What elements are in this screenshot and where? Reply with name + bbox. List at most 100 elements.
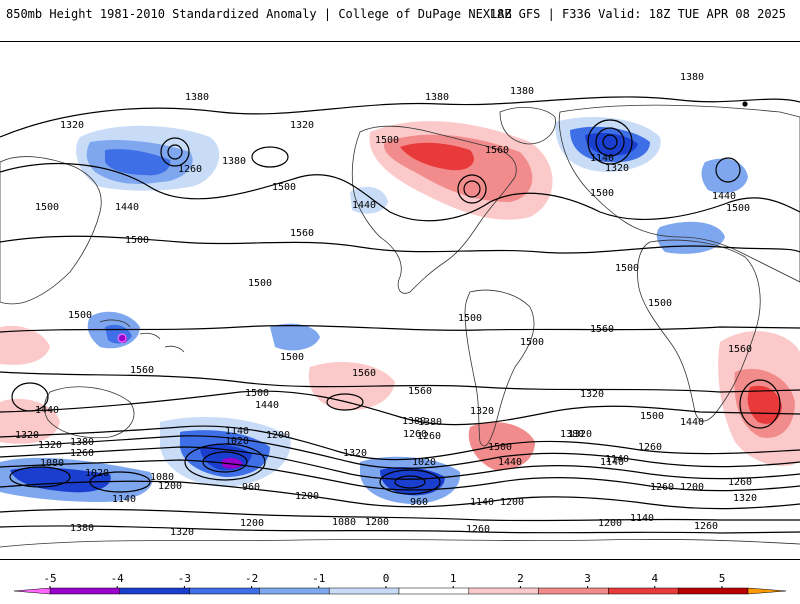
contour-label: 1200	[598, 518, 622, 529]
contour-label: 1500	[68, 310, 92, 321]
contour-label: 1200	[680, 482, 704, 493]
contour-label: 1560	[290, 228, 314, 239]
positive-anomaly-west	[0, 325, 50, 365]
colorbar-segment	[398, 587, 470, 595]
contour-label: 1440	[352, 200, 376, 211]
contour-label: 1500	[35, 202, 59, 213]
contour-label: 1440	[115, 202, 139, 213]
contour-label: 1440	[712, 191, 736, 202]
colorbar-tick-label: 0	[383, 572, 390, 585]
colorbar-tick-label: -2	[245, 572, 258, 585]
indonesia-islands	[99, 319, 185, 353]
contour-label: 1320	[568, 429, 592, 440]
contour-label: 1260	[417, 431, 441, 442]
contour-label: 1320	[580, 389, 604, 400]
colorbar-tick-label: -5	[43, 572, 56, 585]
contour-label: 1320	[60, 120, 84, 131]
contour-label: 1260	[70, 448, 94, 459]
colorbar-segment	[189, 587, 260, 595]
contour-label: 1080	[332, 517, 356, 528]
negative-anomaly-pacific-small	[350, 186, 388, 214]
contour-label: 1500	[648, 298, 672, 309]
contour-label: 1500	[375, 135, 399, 146]
contour-label: 1320	[290, 120, 314, 131]
colorbar-tick-label: 2	[517, 572, 524, 585]
colorbar-segment	[328, 587, 400, 595]
contour-label: 1320	[15, 430, 39, 441]
colorbar-tick-label: -4	[111, 572, 125, 585]
contour-label: 1560	[408, 386, 432, 397]
colorbar-tick-label: 3	[584, 572, 591, 585]
colorbar-tick-label: -1	[312, 572, 325, 585]
contour-label: 1500	[726, 203, 750, 214]
contour-label: 1500	[280, 352, 304, 363]
contour-label: 1500	[520, 337, 544, 348]
contour-label: 1440	[498, 457, 522, 468]
contour-label: 1500	[458, 313, 482, 324]
positive-anomaly-south-africa-deep	[747, 385, 782, 424]
contour-label: 1380	[185, 92, 209, 103]
contour-label: 1260	[694, 521, 718, 532]
run-info: 18Z GFS | F336 Valid: 18Z TUE APR 08 202…	[489, 7, 786, 21]
eurasia-coast	[558, 104, 800, 283]
contour-label: 1200	[240, 518, 264, 529]
contour-label: 1500	[488, 442, 512, 453]
contour-labels: 1380 1380 1380 1320 1320 1260 1380 1500 …	[15, 72, 757, 538]
colorbar-legend: -5 -4 -3 -2 -1 0 1 2 3 4 5	[0, 568, 800, 600]
contour-label: 1140	[630, 513, 654, 524]
colorbar-segment	[49, 587, 121, 595]
map-title: 850mb Height 1981-2010 Standardized Anom…	[6, 7, 512, 21]
contour-label: 1140	[225, 426, 249, 437]
contour-label: 1560	[130, 365, 154, 376]
contour-label: 1320	[170, 527, 194, 538]
contour-label: 1200	[266, 430, 290, 441]
contour-label: 1140	[112, 494, 136, 505]
colorbar-segment	[538, 587, 609, 595]
contour-label: 1200	[365, 517, 389, 528]
contour-label: 1020	[412, 457, 436, 468]
contour-label: 1380	[425, 92, 449, 103]
contour-label: 1200	[295, 491, 319, 502]
contour-label: 1140	[590, 153, 614, 164]
contour-label: 1560	[485, 145, 509, 156]
anomaly-map[interactable]: 1380 1380 1380 1320 1320 1260 1380 1500 …	[0, 42, 800, 559]
negative-anomaly-southern-ocean-2-core	[380, 467, 445, 496]
contour-label: 1380	[70, 523, 94, 534]
negative-anomaly-south-pacific-small	[270, 323, 320, 351]
contour-label: 1320	[343, 448, 367, 459]
contour-label: 1500	[248, 278, 272, 289]
contour-label: 1260	[178, 164, 202, 175]
contour-label: 1560	[352, 368, 376, 379]
map-panel[interactable]: 1380 1380 1380 1320 1320 1260 1380 1500 …	[0, 41, 800, 560]
contour-label: 1440	[680, 417, 704, 428]
contour-label: 1020	[85, 468, 109, 479]
contour-label: 960	[410, 497, 428, 508]
contour-label: 1500	[245, 388, 269, 399]
colorbar-tick-label: 4	[651, 572, 658, 585]
africa-coast	[637, 239, 761, 422]
colorbar-left-arrow	[13, 587, 51, 595]
colorbar-tick-label: 1	[450, 572, 457, 585]
contour-label: 1260	[466, 524, 490, 535]
colorbar-svg: -5 -4 -3 -2 -1 0 1 2 3 4 5	[13, 572, 787, 595]
south-america-coast	[464, 289, 535, 447]
contour-label: 1380	[418, 417, 442, 428]
colorbar-tick-label: -3	[178, 572, 191, 585]
contour-label: 960	[242, 482, 260, 493]
contour-label: 1380	[680, 72, 704, 83]
contour-label: 1380	[510, 86, 534, 97]
colorbar-segment	[608, 587, 679, 595]
negative-anomaly-europe	[701, 158, 748, 194]
anomaly-shading	[0, 117, 800, 504]
contour-label: 1380	[402, 416, 426, 427]
height-contours	[0, 96, 800, 534]
negative-anomaly-southern-ocean-3-core	[10, 467, 111, 493]
antarctica-coast	[0, 539, 800, 548]
contour-label: 1140	[600, 457, 624, 468]
contour-label: 1440	[35, 405, 59, 416]
contour-label: 1380	[222, 156, 246, 167]
contour-label: 1200	[158, 481, 182, 492]
contour-label: 1380	[70, 437, 94, 448]
contour-label: 1560	[728, 344, 752, 355]
contour-label: 1320	[733, 493, 757, 504]
